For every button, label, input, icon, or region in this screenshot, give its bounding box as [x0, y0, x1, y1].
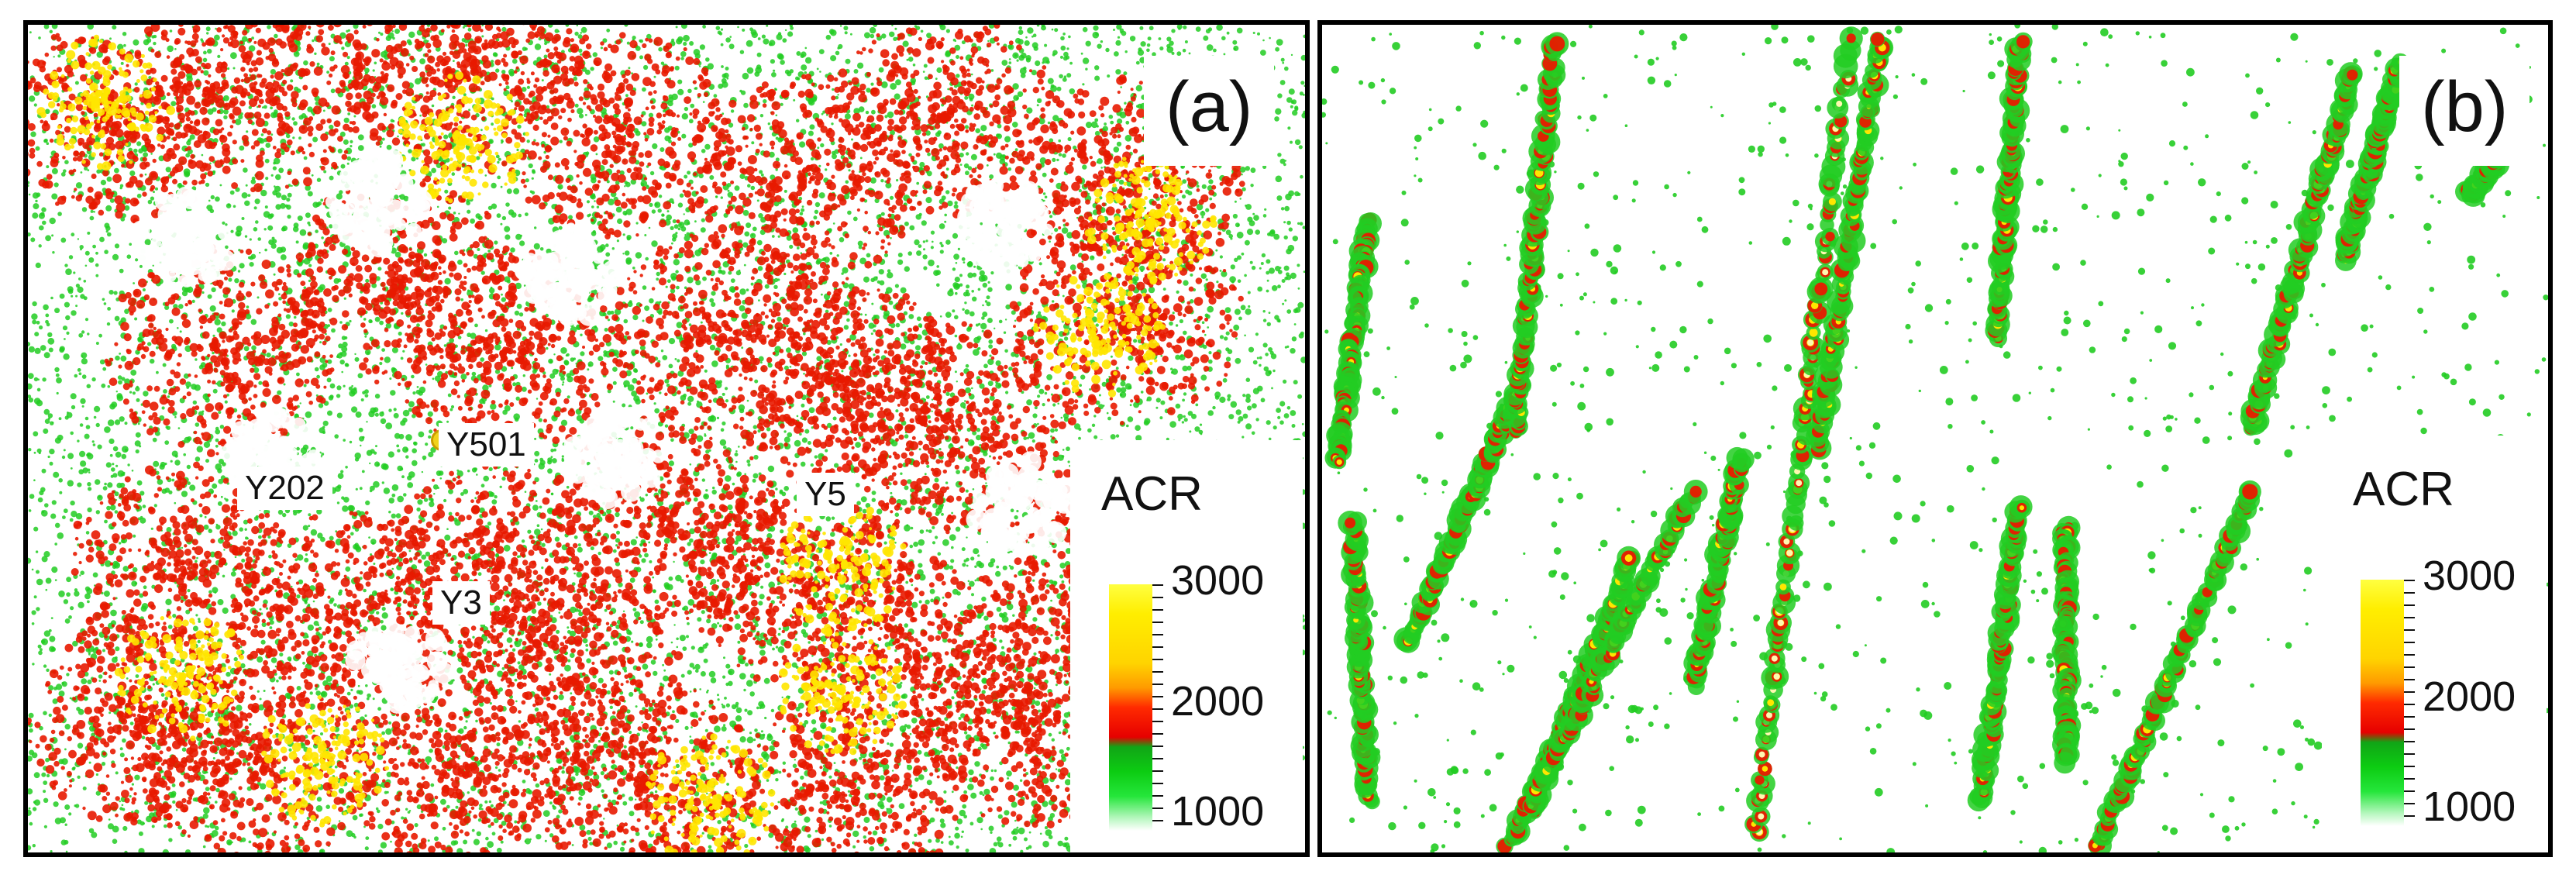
well-label-y501: Y501 — [439, 423, 534, 467]
legend-b: ACR 3000 2000 1000 — [2322, 436, 2547, 852]
legend-a-title: ACR — [1101, 467, 1203, 522]
well-label-y3: Y3 — [432, 581, 490, 625]
legend-a: ACR 3000 2000 1000 — [1070, 440, 1303, 852]
legend-b-ticks — [2404, 580, 2415, 826]
legend-b-max: 3000 — [2423, 552, 2516, 600]
acr-map-a — [28, 25, 1305, 852]
legend-a-mid: 2000 — [1171, 677, 1264, 725]
legend-b-colorbar — [2361, 580, 2404, 826]
legend-b-title: ACR — [2353, 462, 2454, 517]
legend-b-min: 1000 — [2423, 783, 2516, 831]
well-label-y5: Y5 — [797, 473, 854, 517]
panel-a: (a) Y501 Y202 Y5 Y3 ACR 3000 2000 1000 — [23, 20, 1310, 857]
panel-a-tag: (a) — [1144, 56, 1275, 166]
legend-a-colorbar — [1109, 584, 1152, 831]
legend-b-mid: 2000 — [2423, 673, 2516, 721]
legend-a-min: 1000 — [1171, 787, 1264, 835]
panel-b-tag: (b) — [2399, 56, 2530, 166]
legend-a-max: 3000 — [1171, 556, 1264, 604]
legend-a-ticks — [1152, 584, 1163, 831]
panel-b: (b) ACR 3000 2000 1000 — [1317, 20, 2553, 857]
well-label-y202: Y202 — [237, 467, 332, 511]
